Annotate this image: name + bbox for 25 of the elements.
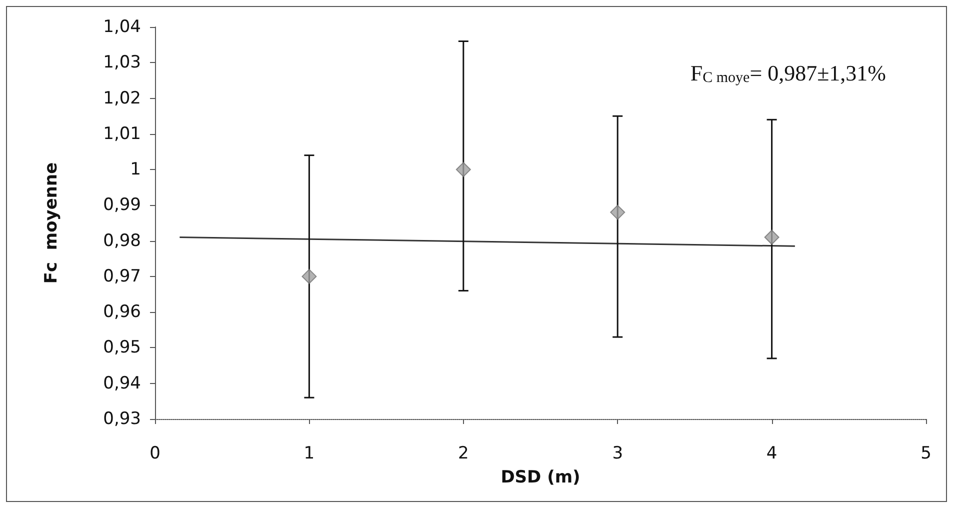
y-tick-label: 0,99 (103, 195, 141, 216)
y-tick-label: 1,02 (103, 88, 141, 108)
point (302, 268, 317, 284)
annotation: FC moye= 0,987±1,31% (690, 60, 886, 86)
y-tick-label: 0,95 (103, 338, 141, 358)
y-tick-label: 1,04 (103, 17, 141, 37)
y-tick-label: 0,98 (103, 230, 141, 251)
y-tick-label: 1,03 (103, 52, 141, 73)
y-tick-label: 0,97 (103, 266, 141, 286)
y-tick-label: 0,96 (103, 302, 141, 322)
y-tick-label: 0,93 (103, 409, 141, 429)
x-tick-label: 3 (612, 444, 624, 464)
point (610, 204, 626, 220)
x-tick-label: 4 (766, 444, 778, 464)
point (456, 162, 471, 178)
x-tick-label: 1 (304, 444, 315, 464)
x-tick-label: 0 (150, 444, 160, 464)
y-tick-label: 0,94 (103, 373, 141, 394)
x-tick-label: 5 (920, 444, 932, 464)
point (764, 230, 780, 245)
y-tick-label: 1,01 (103, 124, 141, 144)
y-tick-label: 1 (130, 160, 141, 180)
x-tick-label: 2 (458, 444, 469, 464)
x-axis-title: DSD (m) (500, 468, 580, 488)
y-axis-title: Fc moyenne (42, 162, 62, 284)
